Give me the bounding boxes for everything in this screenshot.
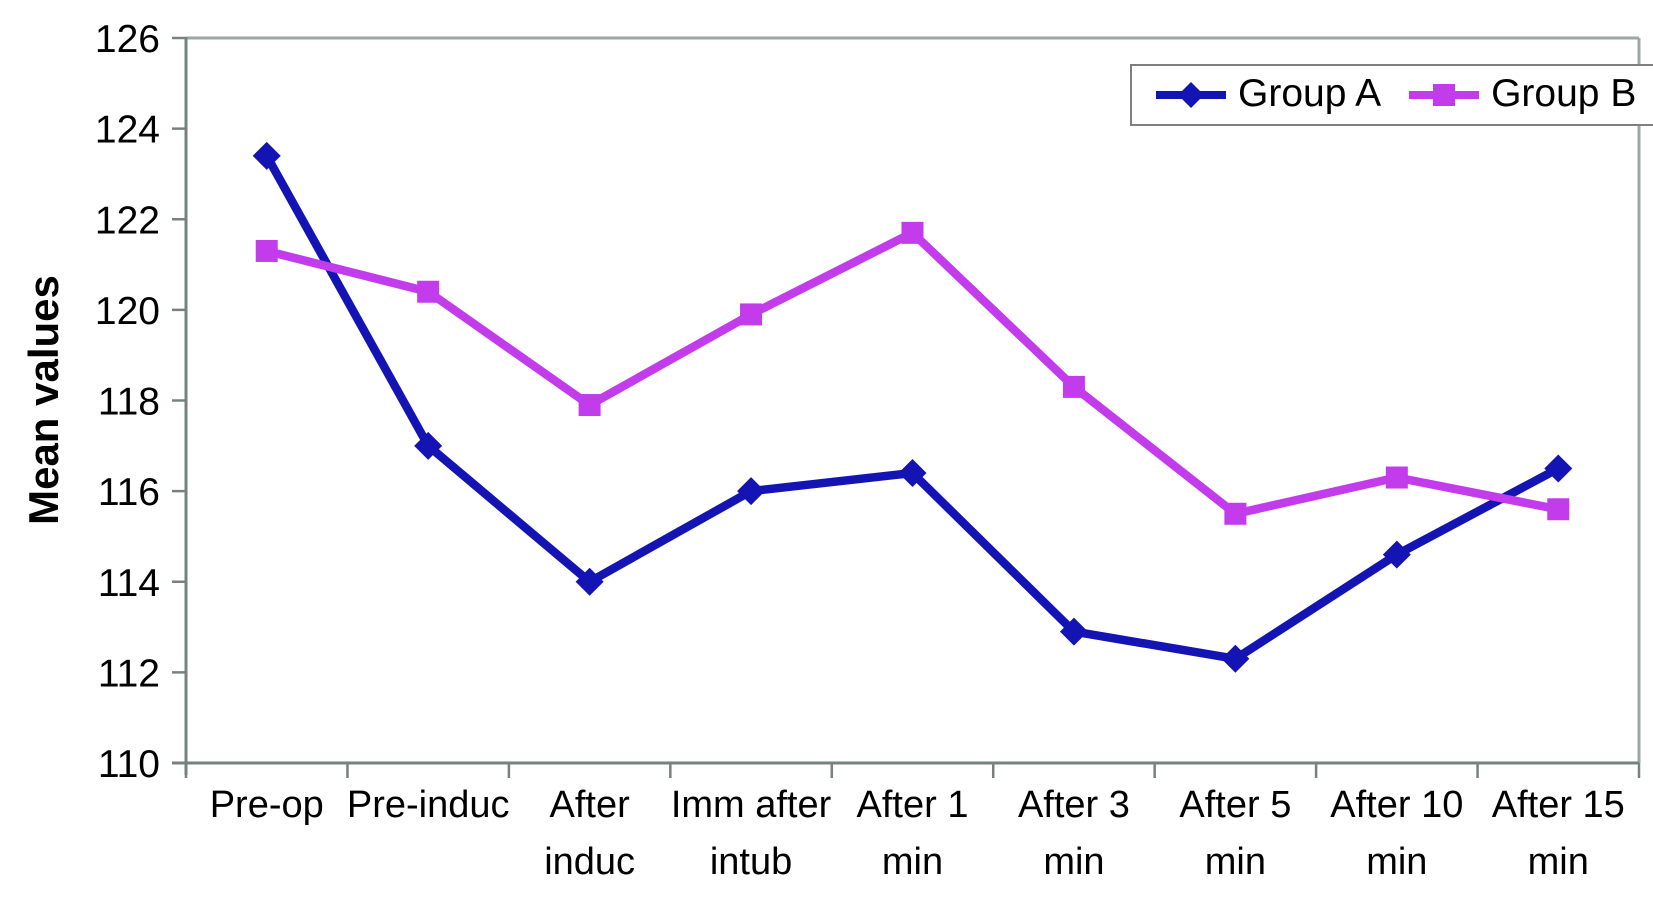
group-a-line-diamond-icon <box>1156 82 1226 108</box>
x-axis-category-label: After 10 min <box>1330 784 1463 883</box>
x-axis-category-label: After 15 min <box>1492 784 1625 883</box>
x-axis-label-line: min <box>1043 841 1104 883</box>
legend: Group A Group B <box>1130 64 1653 126</box>
data-point-marker-group-a <box>1221 644 1250 673</box>
data-point-marker-group-a <box>414 431 443 460</box>
data-point-marker-group-b <box>1385 466 1408 489</box>
data-point-marker-group-a <box>1059 617 1088 646</box>
x-axis-label-line: min <box>882 841 943 883</box>
x-axis-label-line: intub <box>710 841 792 883</box>
group-b-sample-square <box>1433 84 1456 106</box>
legend-item-group-b: Group B <box>1407 74 1636 117</box>
y-axis-title: Mean values <box>20 275 67 525</box>
x-axis-label-line: After 10 <box>1330 784 1463 826</box>
x-axis-category-label: Imm after intub <box>671 784 832 883</box>
x-axis-category-label: After induc <box>544 784 635 883</box>
x-axis-label-line: After <box>549 784 630 826</box>
y-axis-tick-label: 110 <box>98 743 160 786</box>
x-axis-category-label: After 5 min <box>1179 784 1291 883</box>
x-axis-category-label: Pre-induc <box>347 784 510 826</box>
data-point-marker-group-b <box>578 394 601 417</box>
x-axis-label-line: Pre-induc <box>347 784 510 826</box>
x-axis-category-label: After 3 min <box>1018 784 1130 883</box>
data-point-marker-group-a <box>252 141 281 170</box>
y-axis-tick-label: 124 <box>95 109 160 152</box>
y-axis-tick-label: 126 <box>95 18 160 61</box>
data-point-marker-group-a <box>898 459 927 487</box>
x-axis-label-line: Imm after <box>671 784 832 826</box>
x-axis-label-line: After 15 <box>1492 784 1625 826</box>
x-axis-label-line: min <box>1366 841 1427 883</box>
legend-label-group-a: Group A <box>1238 71 1382 115</box>
x-axis-label-line: After 1 <box>857 784 969 826</box>
group-b-line-square-icon <box>1409 84 1480 106</box>
data-point-marker-group-a <box>575 567 604 596</box>
x-axis-label-line: min <box>1205 841 1266 883</box>
x-axis-category-label: After 1 min <box>857 784 969 883</box>
data-point-marker-group-b <box>901 221 924 244</box>
y-axis-tick-label: 116 <box>98 471 160 514</box>
data-point-marker-group-a <box>1382 540 1411 569</box>
x-axis-label-line: After 5 <box>1179 784 1291 826</box>
data-point-marker-group-a <box>737 477 766 506</box>
legend-item-group-a: Group A <box>1154 74 1381 117</box>
data-point-marker-group-a <box>1544 454 1573 483</box>
y-axis-tick-label: 120 <box>95 290 160 333</box>
data-point-marker-group-b <box>740 303 763 326</box>
y-axis-tick-label: 118 <box>98 381 160 424</box>
x-axis-label-line: Pre-op <box>210 784 324 826</box>
x-axis-category-label: Pre-op <box>210 784 324 826</box>
data-point-marker-group-b <box>1547 498 1570 521</box>
group-a-sample-diamond <box>1178 82 1204 108</box>
y-axis-tick-label: 122 <box>95 199 160 242</box>
legend-label-group-b: Group B <box>1491 71 1637 115</box>
x-axis-label-line: After 3 <box>1018 784 1130 826</box>
data-point-marker-group-b <box>255 239 278 262</box>
x-axis-label-line: induc <box>544 841 635 883</box>
y-axis-tick-label: 114 <box>98 562 160 605</box>
y-axis-tick-label: 112 <box>98 652 160 695</box>
data-point-marker-group-b <box>1224 502 1247 525</box>
data-point-marker-group-b <box>1062 375 1085 398</box>
data-point-marker-group-b <box>417 280 440 303</box>
x-axis-label-line: min <box>1528 841 1589 883</box>
